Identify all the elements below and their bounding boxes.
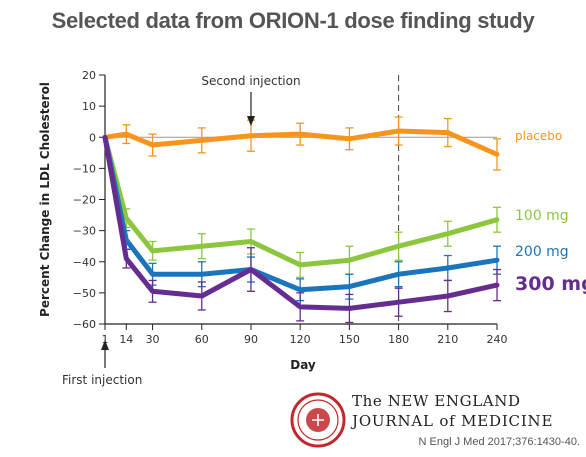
series-line <box>102 128 500 157</box>
data-point <box>348 259 350 261</box>
data-point <box>447 132 449 134</box>
x-tick-label: 180 <box>388 333 409 346</box>
data-point <box>447 267 449 269</box>
data-point <box>201 245 203 247</box>
series-group <box>102 116 501 324</box>
y-tick-label: −50 <box>73 287 96 300</box>
data-point <box>152 290 154 292</box>
series-label-placebo: placebo <box>515 129 562 143</box>
series-label-300mg: 300 mg <box>515 273 586 295</box>
series-label-100mg: 100 mg <box>515 208 569 224</box>
data-point <box>496 219 498 221</box>
data-point <box>398 301 400 303</box>
data-point <box>125 217 127 219</box>
x-tick-label: 150 <box>339 333 360 346</box>
data-point <box>348 286 350 288</box>
annotation-first-injection: First injection <box>62 373 142 387</box>
x-tick-label: 90 <box>244 333 258 346</box>
data-point <box>125 239 127 241</box>
data-point <box>125 258 127 260</box>
y-tick-label: −20 <box>73 194 96 207</box>
x-tick-label: 60 <box>195 333 209 346</box>
series-label-200mg: 200 mg <box>515 244 569 260</box>
y-tick-label: −30 <box>73 225 96 238</box>
data-point <box>201 139 203 141</box>
data-point <box>496 153 498 155</box>
data-point <box>250 269 252 271</box>
annotations: Second injection First injection <box>62 74 301 387</box>
data-point <box>152 250 154 252</box>
data-point <box>496 284 498 286</box>
x-axis-title: Day <box>290 358 316 372</box>
data-point <box>201 273 203 275</box>
y-tick-label: 20 <box>82 69 96 82</box>
journal-logo-block: The NEW ENGLAND JOURNAL of MEDICINE N En… <box>290 392 586 457</box>
y-tick-label: −60 <box>73 318 96 331</box>
axes: 20 10 0 −10 −20 −30 −40 −50 −60 1 14 30 60 90 120 150 18… <box>38 69 508 372</box>
data-point <box>250 135 252 137</box>
line-chart: 20 10 0 −10 −20 −30 −40 −50 −60 1 14 30 60 90 120 150 18… <box>38 69 586 387</box>
series-line <box>102 134 500 268</box>
legend-labels: placebo 100 mg 200 mg 300 mg <box>515 129 586 295</box>
series-200-mg <box>102 134 501 302</box>
annotation-second-injection: Second injection <box>201 74 300 88</box>
data-point <box>125 133 127 135</box>
data-point <box>496 259 498 261</box>
data-point <box>398 273 400 275</box>
data-point <box>447 233 449 235</box>
citation: N Engl J Med 2017;376:1430-40. <box>418 436 580 448</box>
y-tick-label: 10 <box>82 100 96 113</box>
series-placebo <box>102 116 501 171</box>
data-point <box>250 241 252 243</box>
data-point <box>447 295 449 297</box>
x-tick-label: 1 <box>102 333 109 346</box>
reference-lines <box>105 75 497 324</box>
x-tick-label: 120 <box>290 333 311 346</box>
series-line <box>102 134 500 293</box>
data-point <box>398 130 400 132</box>
data-point <box>152 273 154 275</box>
down-arrow-icon <box>246 116 255 126</box>
data-point <box>201 295 203 297</box>
data-point <box>348 138 350 140</box>
journal-name-line2: JOURNAL of MEDICINE <box>352 412 554 430</box>
x-tick-label: 210 <box>437 333 458 346</box>
data-point <box>299 289 301 291</box>
slide-title: Selected data from ORION-1 dose finding … <box>51 8 535 33</box>
y-tick-label: −40 <box>73 256 96 269</box>
data-point <box>152 144 154 146</box>
series-300-mg <box>102 134 501 324</box>
journal-name-line1: The NEW ENGLAND <box>352 392 521 410</box>
y-tick-label: −10 <box>73 162 96 175</box>
x-tick-label: 240 <box>487 333 508 346</box>
y-axis-title: Percent Change in LDL Cholesterol <box>38 82 52 317</box>
up-arrow-icon <box>101 340 109 350</box>
data-point <box>299 264 301 266</box>
x-tick-label: 14 <box>119 333 133 346</box>
series-100-mg <box>102 134 501 278</box>
data-point <box>348 307 350 309</box>
data-point <box>104 136 106 138</box>
data-point <box>299 133 301 135</box>
x-tick-label: 30 <box>146 333 160 346</box>
series-line <box>102 134 500 311</box>
data-point <box>299 306 301 308</box>
journal-seal-icon <box>290 392 346 448</box>
data-point <box>398 245 400 247</box>
y-tick-label: 0 <box>89 131 96 144</box>
